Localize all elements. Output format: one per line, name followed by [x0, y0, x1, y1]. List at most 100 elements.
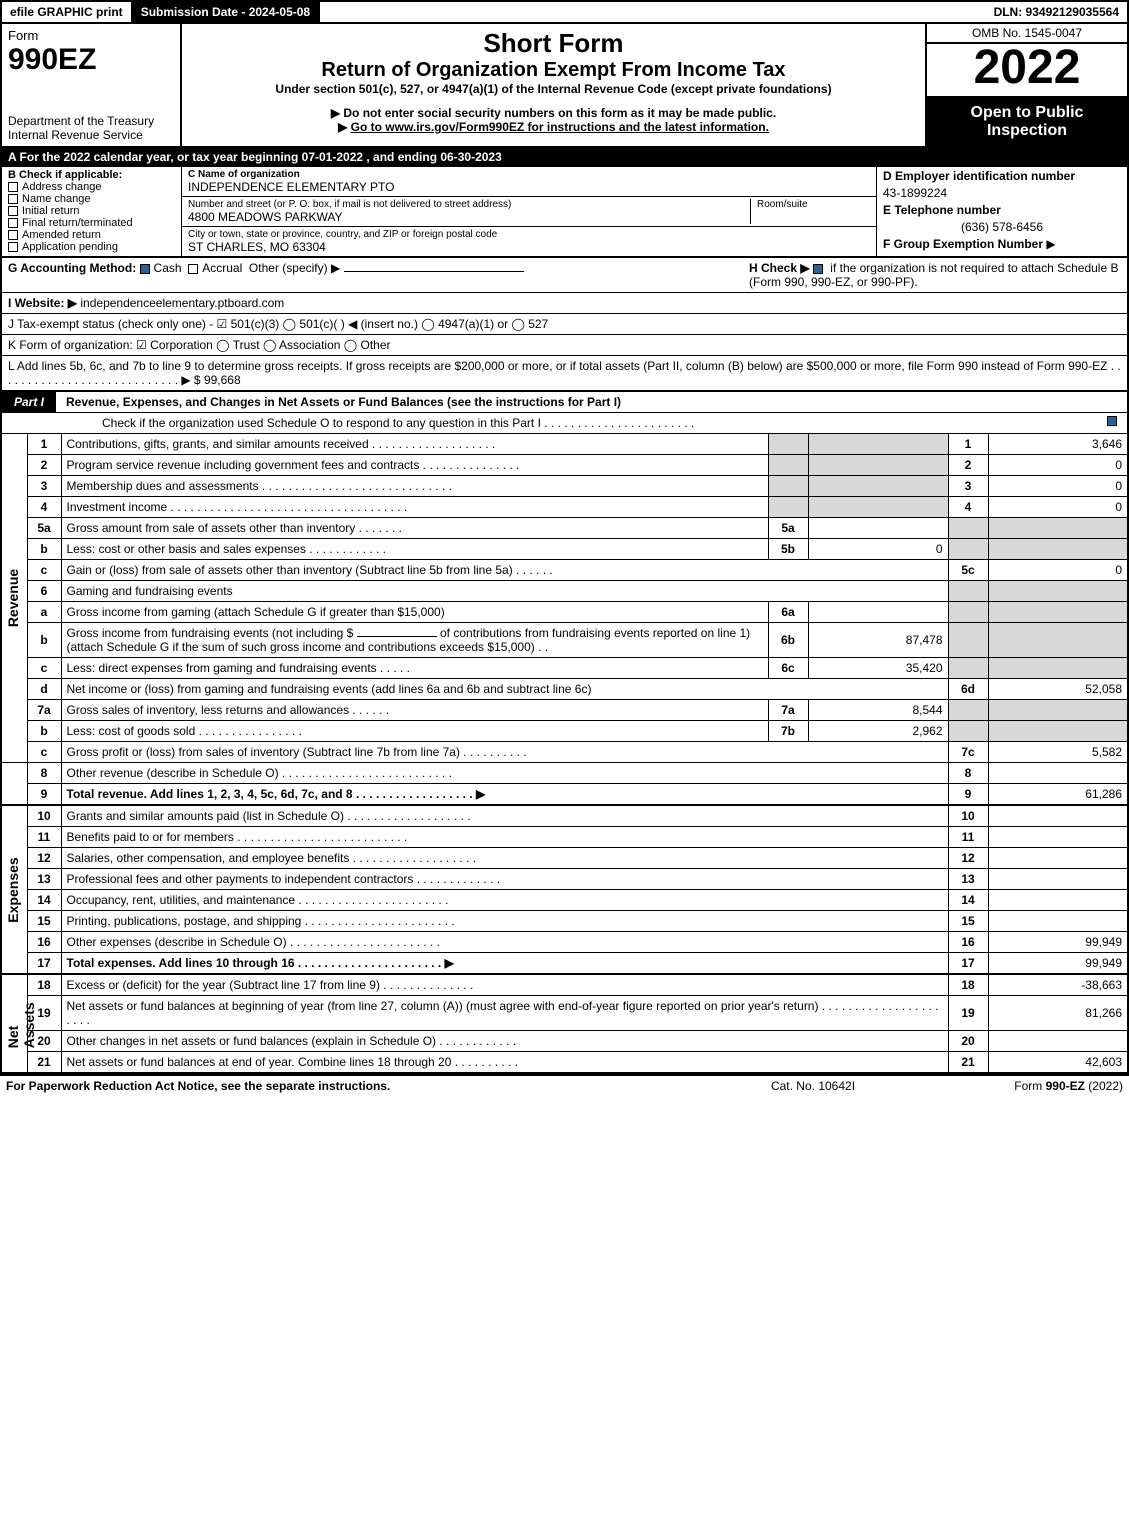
part1-header: Part I Revenue, Expenses, and Changes in… — [0, 392, 1129, 413]
val-5c: 0 — [988, 560, 1128, 581]
f-label: F Group Exemption Number — [883, 237, 1043, 251]
addr-label: Number and street (or P. O. box, if mail… — [188, 199, 750, 210]
val-6b: 87,478 — [808, 623, 948, 658]
org-name: INDEPENDENCE ELEMENTARY PTO — [188, 180, 870, 194]
val-17: 99,949 — [988, 953, 1128, 975]
val-14 — [988, 890, 1128, 911]
open-to-public: Open to Public Inspection — [927, 98, 1127, 146]
val-6d: 52,058 — [988, 679, 1128, 700]
gross-receipts-value: 99,668 — [204, 373, 241, 387]
top-bar: efile GRAPHIC print Submission Date - 20… — [0, 0, 1129, 24]
submission-date: Submission Date - 2024-05-08 — [133, 2, 320, 22]
org-address: 4800 MEADOWS PARKWAY — [188, 210, 750, 224]
room-label: Room/suite — [757, 199, 870, 210]
part1-title: Revenue, Expenses, and Changes in Net As… — [66, 395, 621, 409]
under-section: Under section 501(c), 527, or 4947(a)(1)… — [188, 82, 919, 96]
goto-link[interactable]: Go to www.irs.gov/Form990EZ for instruct… — [188, 120, 919, 134]
row-k: K Form of organization: ☑ Corporation ◯ … — [0, 335, 1129, 356]
header-right: OMB No. 1545-0047 2022 Open to Public In… — [927, 24, 1127, 146]
efile-label: efile GRAPHIC print — [2, 2, 133, 22]
revenue-table: Revenue 1 Contributions, gifts, grants, … — [0, 434, 1129, 806]
org-city: ST CHARLES, MO 63304 — [188, 240, 870, 254]
val-4: 0 — [988, 497, 1128, 518]
part1-badge: Part I — [2, 392, 56, 412]
h-label: H Check ▶ — [749, 261, 810, 275]
section-c: C Name of organization INDEPENDENCE ELEM… — [182, 167, 877, 256]
form-ref: Form 990-EZ (2022) — [923, 1079, 1123, 1093]
side-netassets: Net Assets — [5, 999, 37, 1048]
cat-no: Cat. No. 10642I — [703, 1079, 923, 1093]
val-5b: 0 — [808, 539, 948, 560]
cb-name-change[interactable] — [8, 194, 18, 204]
val-7c: 5,582 — [988, 742, 1128, 763]
val-5a — [808, 518, 948, 539]
cb-schedule-o[interactable] — [1107, 416, 1117, 426]
val-19: 81,266 — [988, 996, 1128, 1031]
d-label: D Employer identification number — [883, 169, 1075, 183]
ein: 43-1899224 — [883, 186, 1121, 200]
row-l: L Add lines 5b, 6c, and 7b to line 9 to … — [0, 356, 1129, 392]
b-title: B Check if applicable: — [8, 169, 175, 181]
cb-initial-return[interactable] — [8, 206, 18, 216]
form-number: 990EZ — [8, 43, 174, 77]
phone: (636) 578-6456 — [883, 220, 1121, 234]
f-arrow-icon: ▶ — [1046, 237, 1055, 251]
c-label: C Name of organization — [188, 169, 870, 180]
side-revenue: Revenue — [5, 569, 21, 627]
paperwork-notice: For Paperwork Reduction Act Notice, see … — [6, 1079, 703, 1093]
short-form-title: Short Form — [188, 28, 919, 59]
val-18: -38,663 — [988, 975, 1128, 996]
val-2: 0 — [988, 455, 1128, 476]
cb-cash[interactable] — [140, 264, 150, 274]
row-a-calendar-year: A For the 2022 calendar year, or tax yea… — [0, 148, 1129, 167]
val-8 — [988, 763, 1128, 784]
tax-year: 2022 — [927, 44, 1127, 98]
6b-amount-input[interactable] — [357, 636, 437, 637]
cb-address-change[interactable] — [8, 182, 18, 192]
val-6a — [808, 602, 948, 623]
expenses-table: Expenses 10 Grants and similar amounts p… — [0, 806, 1129, 975]
val-12 — [988, 848, 1128, 869]
row-i: I Website: ▶ independenceelementary.ptbo… — [0, 293, 1129, 314]
website-link[interactable]: independenceelementary.ptboard.com — [80, 296, 284, 310]
side-expenses: Expenses — [5, 857, 21, 922]
netassets-table: Net Assets 18 Excess or (deficit) for th… — [0, 975, 1129, 1074]
page-footer: For Paperwork Reduction Act Notice, see … — [0, 1074, 1129, 1096]
val-11 — [988, 827, 1128, 848]
val-7a: 8,544 — [808, 700, 948, 721]
bcdef-block: B Check if applicable: Address change Na… — [0, 167, 1129, 258]
val-20 — [988, 1031, 1128, 1052]
cb-accrual[interactable] — [188, 264, 198, 274]
g-label: G Accounting Method: — [8, 261, 136, 275]
row-gh: G Accounting Method: Cash Accrual Other … — [0, 258, 1129, 293]
val-7b: 2,962 — [808, 721, 948, 742]
no-ssn-note: Do not enter social security numbers on … — [188, 106, 919, 120]
val-21: 42,603 — [988, 1052, 1128, 1074]
val-1: 3,646 — [988, 434, 1128, 455]
row-j: J Tax-exempt status (check only one) - ☑… — [0, 314, 1129, 335]
return-title: Return of Organization Exempt From Incom… — [188, 59, 919, 82]
part1-check-o: Check if the organization used Schedule … — [0, 413, 1129, 434]
val-6c: 35,420 — [808, 658, 948, 679]
e-label: E Telephone number — [883, 203, 1001, 217]
cb-h-not-required[interactable] — [813, 264, 823, 274]
section-def: D Employer identification number 43-1899… — [877, 167, 1127, 256]
cb-application-pending[interactable] — [8, 242, 18, 252]
city-label: City or town, state or province, country… — [188, 229, 870, 240]
cb-final-return[interactable] — [8, 218, 18, 228]
section-b: B Check if applicable: Address change Na… — [2, 167, 182, 256]
dln: DLN: 93492129035564 — [986, 2, 1127, 22]
header-left: Form 990EZ Department of the Treasury In… — [2, 24, 182, 146]
other-specify-input[interactable] — [344, 271, 524, 272]
val-9: 61,286 — [988, 784, 1128, 806]
header-mid: Short Form Return of Organization Exempt… — [182, 24, 927, 146]
val-16: 99,949 — [988, 932, 1128, 953]
val-13 — [988, 869, 1128, 890]
val-15 — [988, 911, 1128, 932]
form-header: Form 990EZ Department of the Treasury In… — [0, 24, 1129, 148]
val-3: 0 — [988, 476, 1128, 497]
department: Department of the Treasury Internal Reve… — [8, 114, 174, 142]
val-10 — [988, 806, 1128, 827]
form-word: Form — [8, 28, 174, 43]
cb-amended-return[interactable] — [8, 230, 18, 240]
